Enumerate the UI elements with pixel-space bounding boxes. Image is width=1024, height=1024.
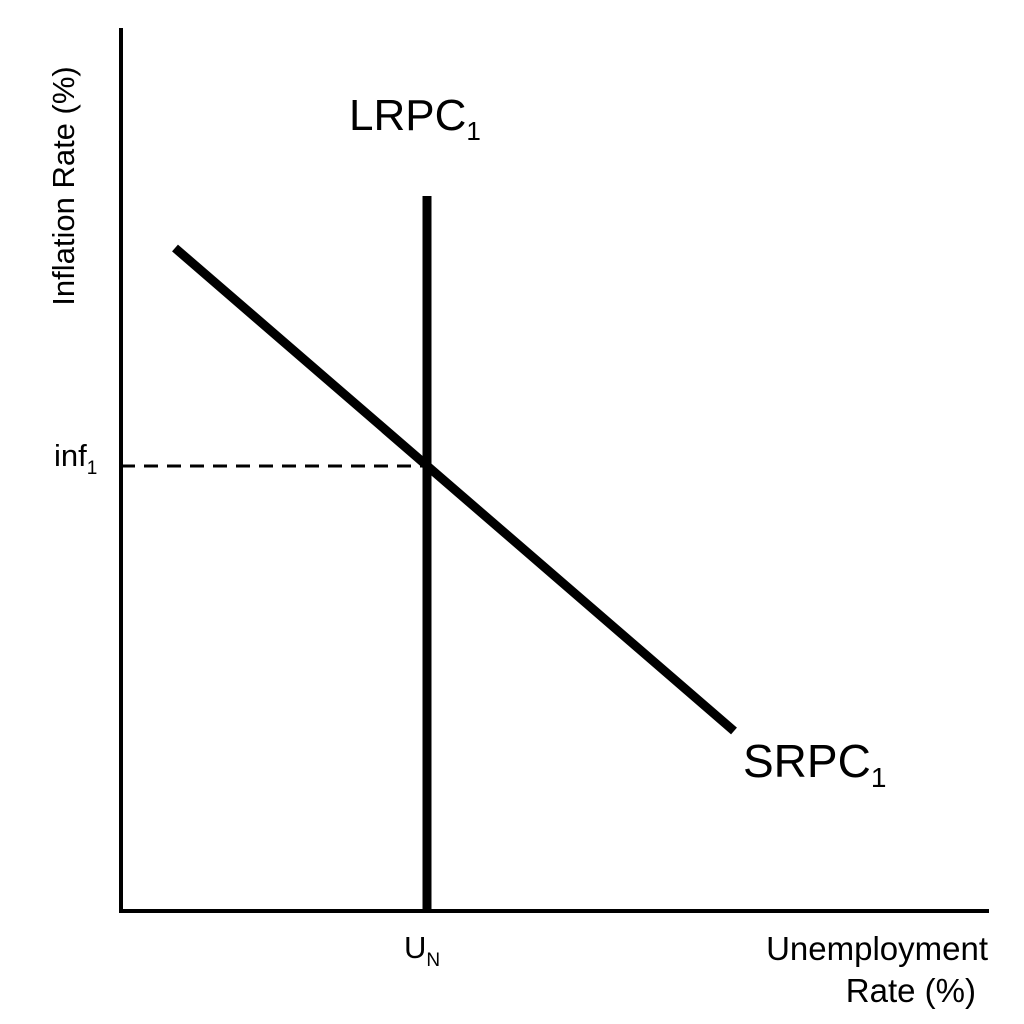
natural-rate-tick-label: UN — [404, 930, 440, 971]
inflation-tick-sub: 1 — [87, 458, 98, 479]
lrpc-label: LRPC1 — [349, 91, 481, 146]
x-axis-label-line2: Rate (%) — [846, 972, 976, 1009]
srpc-label: SRPC1 — [743, 735, 886, 793]
inflation-tick-main: inf — [54, 438, 87, 473]
natural-rate-tick-main: U — [404, 930, 426, 965]
natural-rate-tick-sub: N — [426, 950, 440, 971]
x-axis-label-line1: Unemployment — [766, 930, 988, 967]
lrpc-label-sub: 1 — [466, 116, 480, 146]
lrpc-label-main: LRPC — [349, 91, 466, 140]
srpc-line — [172, 244, 737, 735]
y-axis-label: Inflation Rate (%) — [46, 66, 81, 306]
srpc-label-main: SRPC — [743, 735, 871, 787]
inflation-tick-label: inf1 — [54, 438, 97, 479]
srpc-label-sub: 1 — [871, 762, 887, 793]
